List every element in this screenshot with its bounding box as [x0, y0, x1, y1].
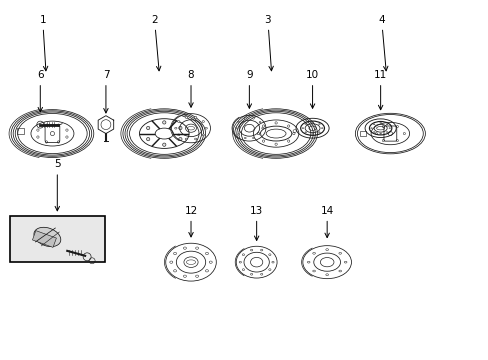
Ellipse shape	[268, 254, 270, 256]
Text: 8: 8	[187, 70, 194, 107]
Circle shape	[178, 138, 182, 141]
Ellipse shape	[379, 133, 381, 134]
Text: 12: 12	[184, 206, 197, 237]
Ellipse shape	[244, 137, 245, 139]
Ellipse shape	[185, 138, 187, 140]
Ellipse shape	[183, 247, 186, 249]
Ellipse shape	[305, 123, 306, 125]
Text: 7: 7	[102, 70, 109, 113]
Text: 3: 3	[264, 15, 273, 71]
Ellipse shape	[250, 249, 252, 251]
Ellipse shape	[205, 252, 208, 255]
Text: 6: 6	[37, 70, 43, 112]
Ellipse shape	[237, 121, 239, 123]
Ellipse shape	[325, 249, 328, 251]
Ellipse shape	[204, 127, 207, 129]
Ellipse shape	[261, 127, 263, 129]
Circle shape	[178, 126, 182, 130]
Ellipse shape	[177, 134, 180, 136]
Ellipse shape	[244, 118, 245, 119]
Ellipse shape	[259, 121, 261, 123]
Bar	[360, 131, 365, 136]
Circle shape	[146, 126, 149, 130]
Ellipse shape	[239, 261, 241, 263]
Ellipse shape	[386, 124, 387, 125]
Ellipse shape	[321, 128, 323, 129]
Circle shape	[163, 121, 165, 124]
Ellipse shape	[312, 252, 315, 254]
Ellipse shape	[312, 270, 315, 272]
Ellipse shape	[311, 122, 313, 123]
Ellipse shape	[307, 261, 309, 263]
Ellipse shape	[169, 261, 172, 263]
Ellipse shape	[318, 123, 320, 125]
Ellipse shape	[177, 121, 180, 122]
Ellipse shape	[250, 273, 252, 275]
Circle shape	[146, 138, 149, 141]
Bar	[10, 216, 104, 262]
Bar	[32, 231, 56, 247]
Ellipse shape	[252, 137, 254, 139]
Ellipse shape	[302, 128, 303, 129]
Ellipse shape	[325, 274, 328, 276]
Ellipse shape	[268, 269, 270, 270]
Ellipse shape	[195, 247, 198, 249]
Ellipse shape	[195, 275, 198, 277]
Ellipse shape	[194, 138, 197, 140]
Text: 10: 10	[305, 70, 319, 108]
Text: 9: 9	[245, 70, 252, 108]
Ellipse shape	[379, 122, 381, 123]
Ellipse shape	[237, 134, 239, 135]
Text: 11: 11	[373, 70, 386, 110]
Text: 1: 1	[40, 15, 48, 71]
Ellipse shape	[338, 252, 341, 254]
Ellipse shape	[260, 249, 262, 251]
Ellipse shape	[252, 118, 254, 119]
Ellipse shape	[311, 134, 313, 135]
Ellipse shape	[370, 128, 371, 129]
Ellipse shape	[305, 132, 306, 133]
Ellipse shape	[205, 270, 208, 272]
Ellipse shape	[271, 261, 274, 263]
Ellipse shape	[260, 273, 262, 275]
Text: 5: 5	[54, 159, 61, 211]
Ellipse shape	[235, 127, 237, 129]
Ellipse shape	[344, 261, 346, 263]
Ellipse shape	[242, 269, 244, 270]
Ellipse shape	[373, 124, 374, 125]
Bar	[17, 128, 23, 134]
Text: 2: 2	[151, 15, 161, 71]
Ellipse shape	[174, 127, 177, 129]
Text: 14: 14	[320, 206, 333, 238]
Ellipse shape	[209, 261, 212, 263]
Ellipse shape	[202, 134, 204, 136]
Ellipse shape	[173, 252, 176, 255]
Circle shape	[163, 143, 165, 147]
Ellipse shape	[318, 132, 320, 133]
Ellipse shape	[34, 227, 61, 247]
Ellipse shape	[173, 270, 176, 272]
Ellipse shape	[338, 270, 341, 272]
Ellipse shape	[183, 275, 186, 277]
Ellipse shape	[388, 128, 390, 129]
Text: 13: 13	[249, 206, 263, 240]
Ellipse shape	[259, 134, 261, 135]
Ellipse shape	[194, 117, 197, 118]
Ellipse shape	[202, 121, 204, 122]
Ellipse shape	[242, 254, 244, 256]
Text: 4: 4	[378, 15, 387, 71]
Ellipse shape	[185, 117, 187, 118]
